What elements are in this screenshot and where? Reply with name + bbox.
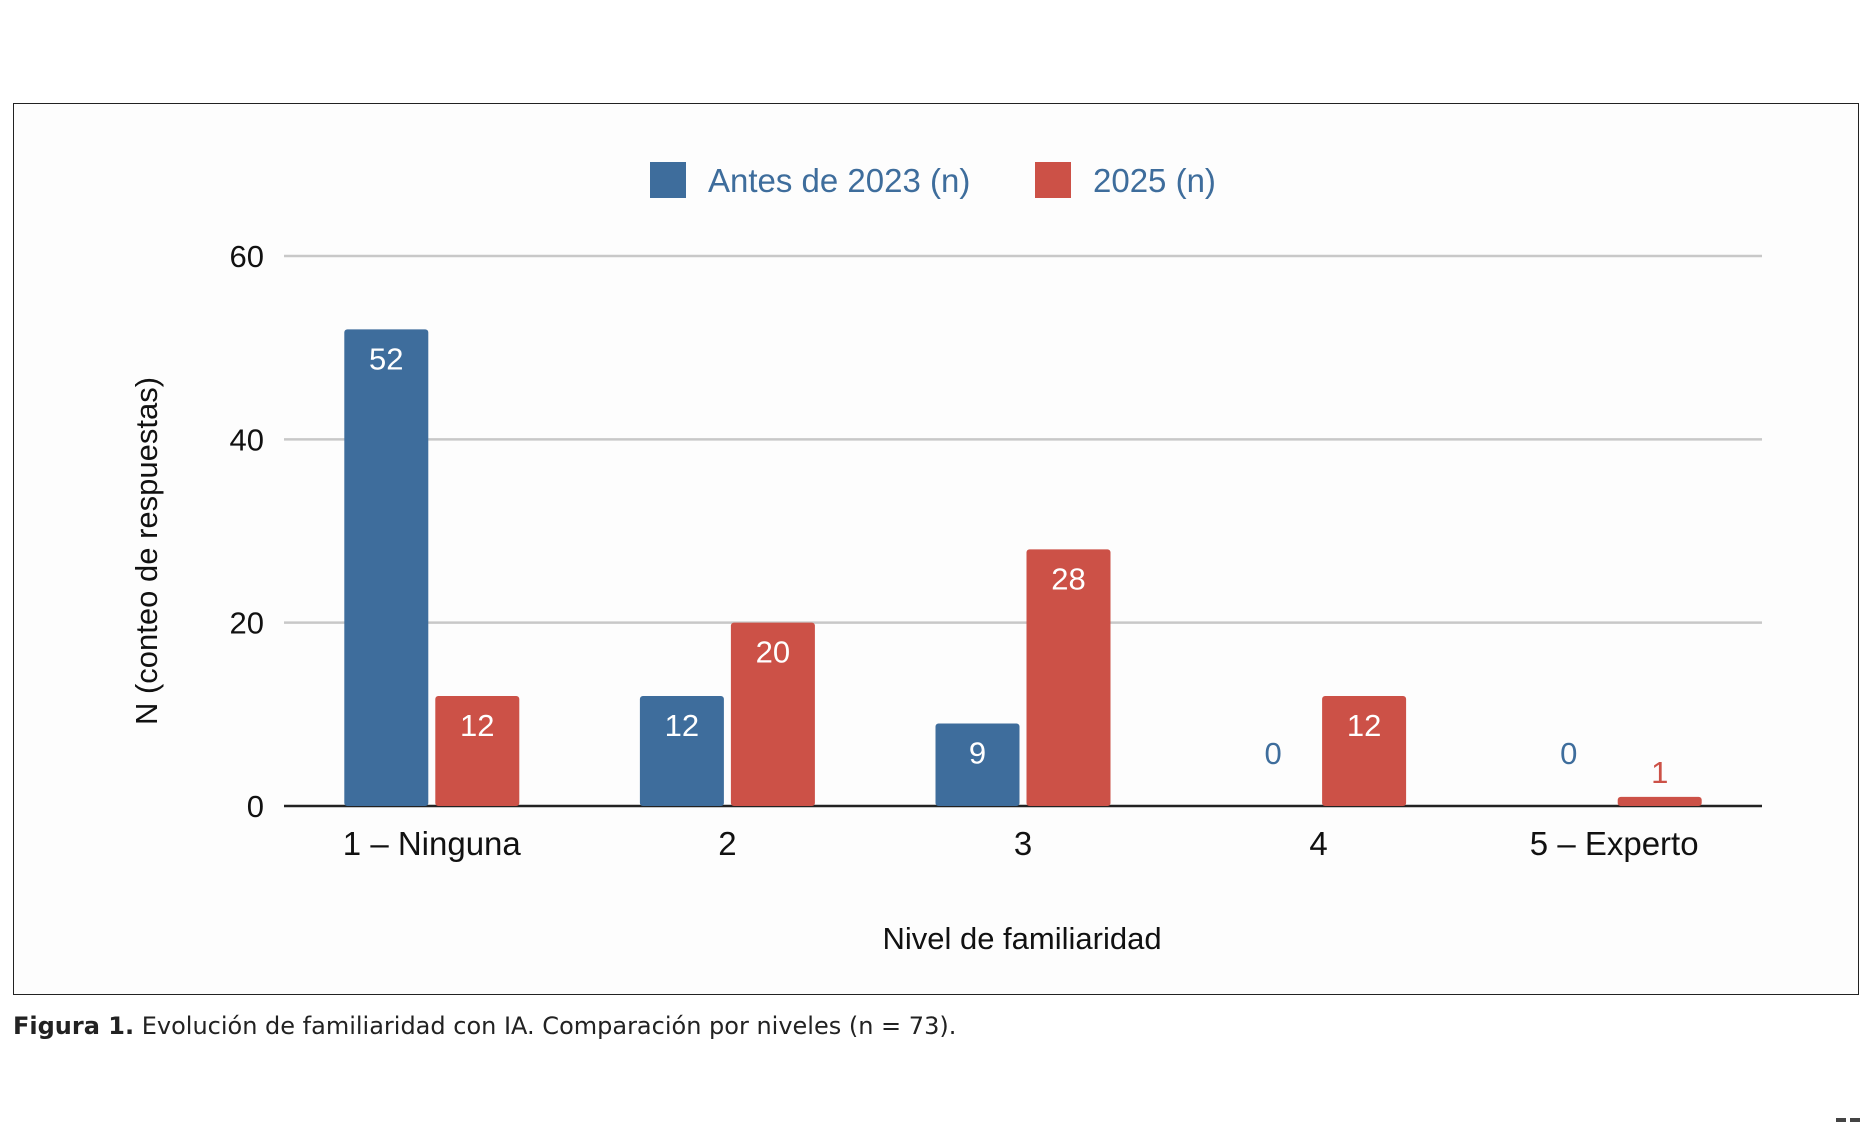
caption-text: Evolución de familiaridad con IA. Compar… bbox=[134, 1012, 957, 1040]
y-axis-label: N (conteo de respuestas) bbox=[129, 377, 164, 725]
bar-value-label: 12 bbox=[460, 708, 494, 743]
y-tick-label: 40 bbox=[230, 422, 264, 457]
bar-2025 bbox=[1322, 696, 1407, 806]
bar-value-label: 1 bbox=[1651, 755, 1668, 790]
page-corner-mark bbox=[1836, 1118, 1860, 1122]
legend-swatch bbox=[1035, 162, 1071, 198]
x-axis-label: Nivel de familiaridad bbox=[882, 921, 1161, 956]
x-tick-label: 3 bbox=[1014, 825, 1032, 862]
legend-label: 2025 (n) bbox=[1093, 162, 1216, 199]
bar-2025 bbox=[1617, 796, 1702, 806]
bar-antes-2023 bbox=[935, 723, 1020, 806]
bar-value-label: 9 bbox=[969, 736, 986, 771]
legend-swatch bbox=[650, 162, 686, 198]
bar-value-label: 20 bbox=[756, 635, 790, 670]
figure-frame: Antes de 2023 (n) 2025 (n) 0 20 40 60 52 12 12… bbox=[13, 103, 1859, 995]
y-axis-ticks: 0 20 40 60 bbox=[230, 239, 264, 824]
bar-antes-2023 bbox=[639, 696, 724, 806]
y-tick-label: 60 bbox=[230, 239, 264, 274]
chart-legend: Antes de 2023 (n) 2025 (n) bbox=[650, 162, 1216, 199]
figure-caption: Figura 1. Evolución de familiaridad con … bbox=[13, 1012, 956, 1040]
bar-2025 bbox=[435, 696, 520, 806]
x-tick-label: 5 – Experto bbox=[1530, 825, 1699, 862]
bar-value-label: 28 bbox=[1051, 561, 1085, 596]
bar-2025 bbox=[730, 622, 815, 806]
y-tick-label: 0 bbox=[247, 789, 264, 824]
bar-value-label: 12 bbox=[1347, 708, 1381, 743]
x-tick-label: 1 – Ninguna bbox=[343, 825, 522, 862]
bar-value-label: 12 bbox=[665, 708, 699, 743]
legend-label: Antes de 2023 (n) bbox=[708, 162, 970, 199]
bar-value-label: 52 bbox=[369, 341, 403, 376]
x-axis-ticks: 1 – Ninguna 2 3 4 5 – Experto bbox=[343, 825, 1699, 862]
x-tick-label: 2 bbox=[718, 825, 736, 862]
bar-value-label: 0 bbox=[1560, 736, 1577, 771]
bars: 52 12 12 20 9 28 0 12 0 1 bbox=[344, 329, 1702, 806]
bar-2025 bbox=[1026, 549, 1111, 806]
y-tick-label: 20 bbox=[230, 606, 264, 641]
gridlines bbox=[284, 254, 1762, 808]
x-tick-label: 4 bbox=[1309, 825, 1327, 862]
caption-label: Figura 1. bbox=[13, 1012, 135, 1040]
bar-antes-2023 bbox=[344, 329, 429, 806]
bar-value-label: 0 bbox=[1264, 736, 1281, 771]
